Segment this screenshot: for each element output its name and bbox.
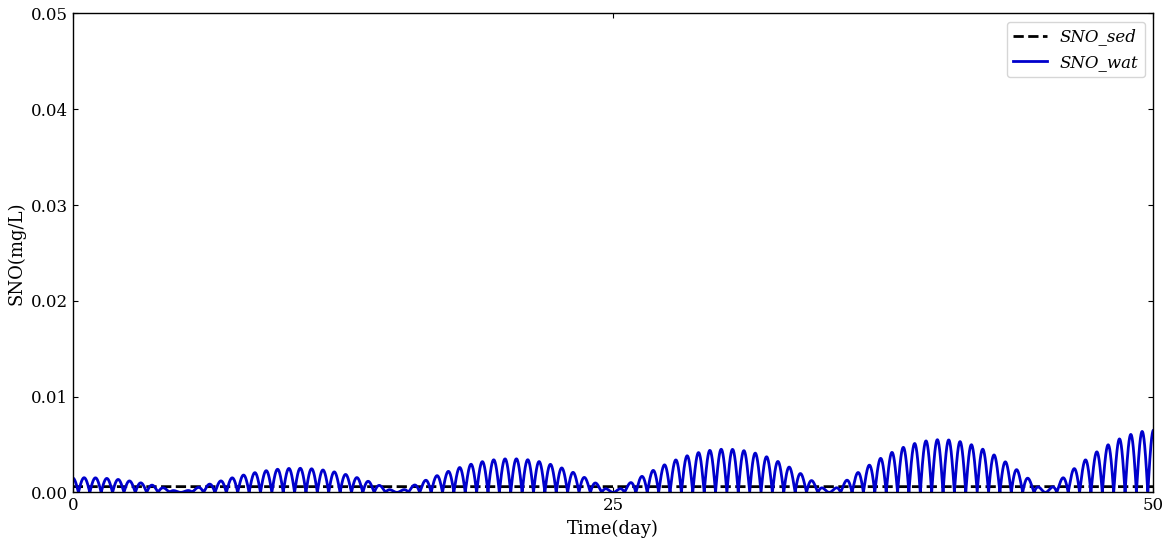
SNO_sed [594, 483, 608, 490]
SNO_sed [70, 483, 84, 490]
SNO_wat [70, 486, 84, 492]
Line: SNO_wat: SNO_wat [73, 430, 1153, 492]
SNO_wat [173, 489, 187, 495]
SNO_sed [130, 483, 144, 490]
SNO_sed [1089, 483, 1103, 490]
SNO_wat [110, 476, 124, 483]
SNO_wat [130, 483, 144, 490]
Legend: SNO_sed, SNO_wat: SNO_sed, SNO_wat [1007, 22, 1145, 77]
X-axis label: Time(day): Time(day) [567, 520, 659, 538]
SNO_wat [278, 480, 292, 486]
SNO_wat [1146, 427, 1160, 433]
SNO_sed [278, 483, 292, 490]
SNO_wat [66, 475, 80, 481]
SNO_sed [1146, 483, 1160, 490]
Y-axis label: SNO(mg/L): SNO(mg/L) [7, 201, 26, 305]
SNO_wat [1089, 449, 1103, 456]
SNO_wat [594, 488, 608, 495]
SNO_sed [110, 483, 124, 490]
SNO_sed [66, 483, 80, 490]
